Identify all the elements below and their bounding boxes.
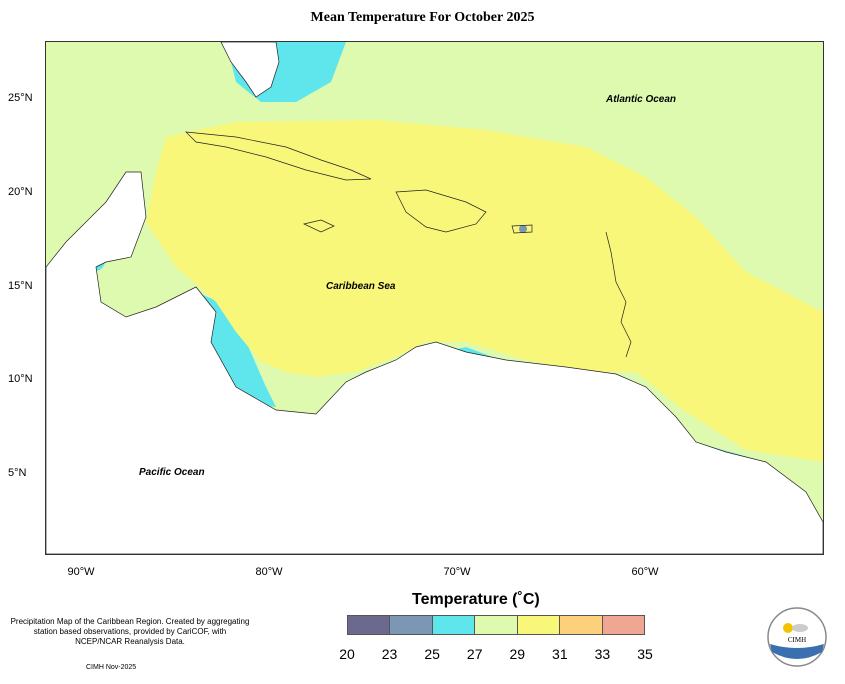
atlantic-ocean-label: Atlantic Ocean [606, 94, 677, 105]
logo-text: CIMH [788, 636, 806, 644]
legend-label: 31 [552, 646, 568, 662]
legend-swatch [560, 616, 603, 634]
florida-land [220, 42, 280, 98]
legend-label: 23 [381, 646, 398, 662]
cuba-outline [185, 131, 372, 181]
lesser-antilles-outline [605, 231, 632, 358]
jamaica-outline [302, 219, 335, 233]
lon-tick-80: 80°W [255, 566, 283, 578]
map-svg [46, 42, 823, 554]
legend-swatch [517, 616, 561, 634]
puerto-rico-outline [511, 224, 533, 234]
legend-swatch [475, 616, 518, 634]
mainland-land [46, 171, 823, 554]
cimh-logo-icon: CIMH [767, 607, 827, 667]
legend-swatch [432, 616, 476, 634]
legend-title: Temperature (˚C) [412, 591, 540, 608]
legend-label: 27 [466, 646, 483, 662]
map-credits: Precipitation Map of the Caribbean Regio… [10, 617, 250, 646]
lat-tick-5: 5°N [8, 467, 27, 479]
pacific-ocean-label: Pacific Ocean [139, 467, 205, 478]
legend-color-bar [347, 615, 645, 635]
legend-label: 25 [424, 646, 440, 662]
lat-tick-20: 20°N [8, 186, 33, 198]
lon-tick-70: 70°W [443, 566, 471, 578]
legend-label: 33 [594, 646, 611, 662]
map-title: Mean Temperature For October 2025 [310, 10, 535, 25]
lat-tick-10: 10°N [8, 373, 33, 385]
lon-tick-60: 60°W [631, 566, 659, 578]
legend-label: 20 [339, 646, 355, 662]
temperature-map [45, 41, 824, 555]
hispaniola-outline [395, 189, 487, 233]
central-america-cool-zone [196, 292, 276, 407]
legend-label: 29 [509, 646, 526, 662]
lat-tick-15: 15°N [8, 280, 33, 292]
caribbean-sea-label: Caribbean Sea [326, 281, 396, 292]
legend-swatch [390, 616, 433, 634]
lat-tick-25: 25°N [8, 92, 33, 104]
puerto-rico-patch [519, 225, 527, 233]
date-credit: CIMH Nov-2025 [86, 664, 137, 671]
warm-zone [146, 120, 823, 462]
legend-swatch [602, 616, 644, 634]
lon-tick-90: 90°W [67, 566, 95, 578]
legend-label: 35 [637, 646, 653, 662]
legend-swatch [348, 616, 391, 634]
